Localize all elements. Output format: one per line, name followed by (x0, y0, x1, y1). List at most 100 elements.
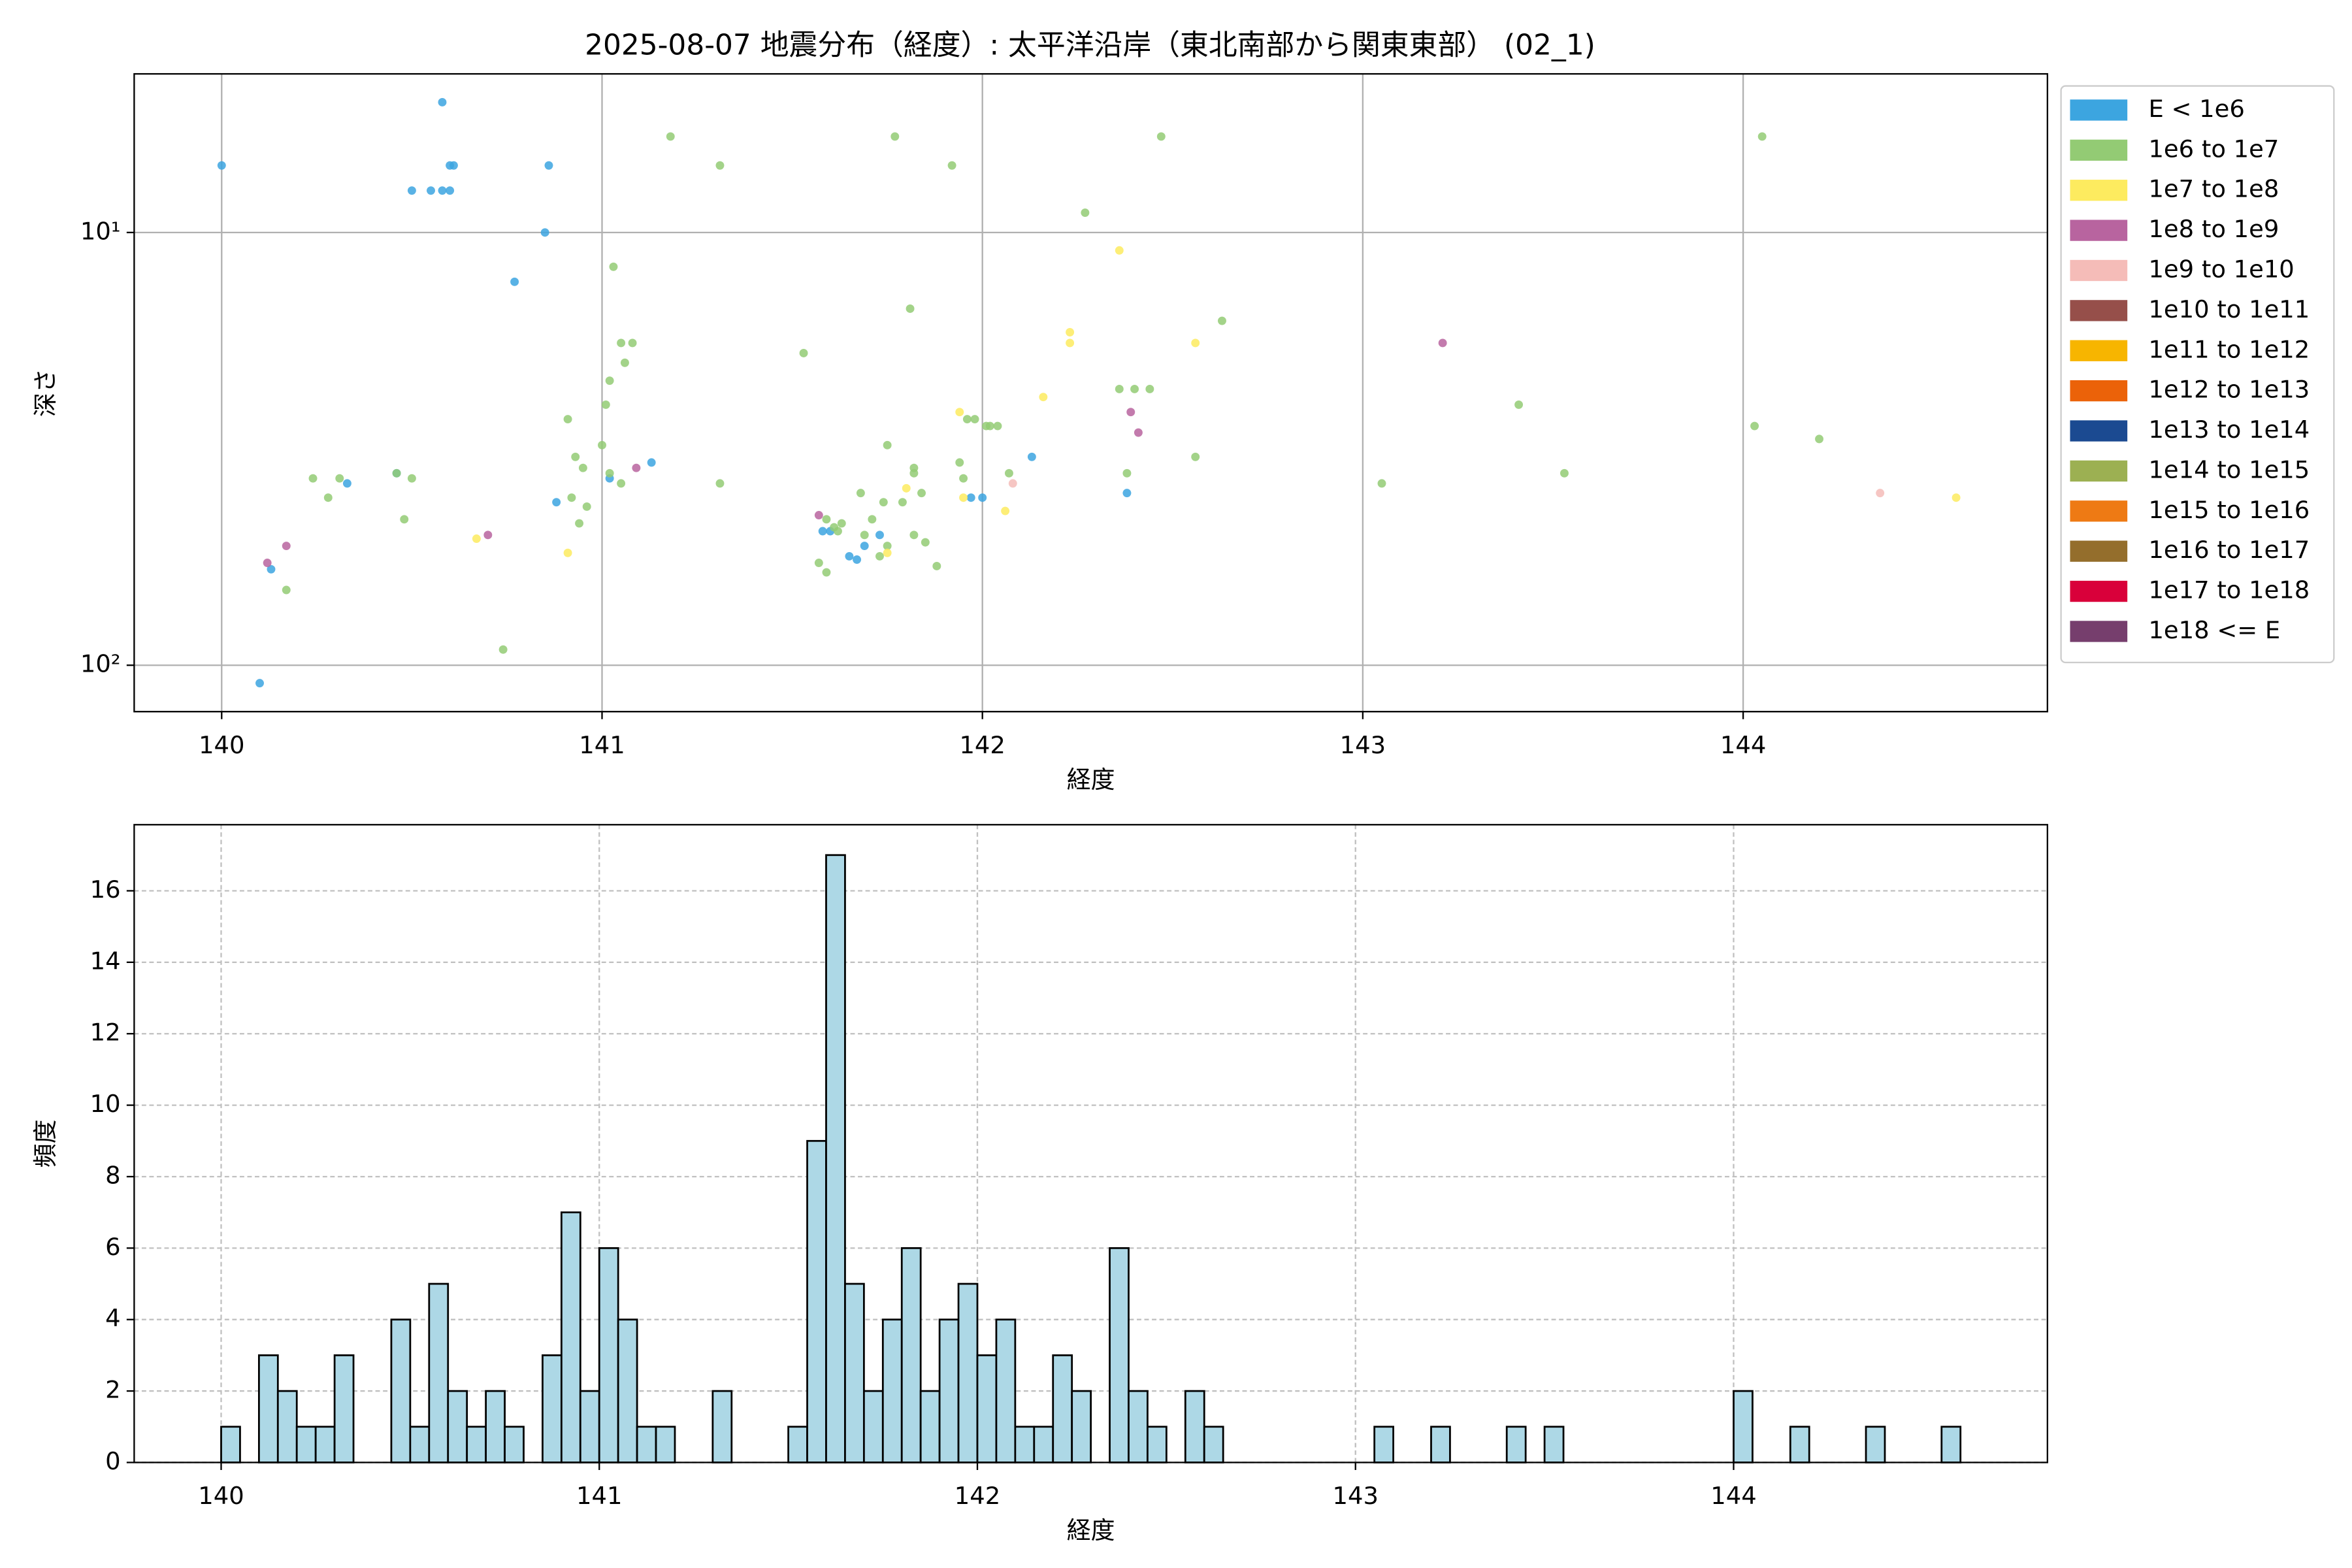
point (962, 415, 972, 424)
point (715, 161, 725, 170)
bar (995, 1318, 1017, 1463)
x-tick-label: 144 (1710, 1482, 1756, 1510)
point (978, 493, 987, 502)
point (282, 585, 291, 595)
bar (542, 1354, 563, 1463)
point (563, 415, 572, 424)
point (498, 645, 508, 654)
legend-label: 1e12 to 1e13 (2148, 376, 2310, 404)
bar (1128, 1390, 1149, 1463)
point (932, 561, 941, 570)
bar (1147, 1426, 1168, 1463)
point (598, 440, 606, 449)
point (1081, 208, 1090, 218)
point (666, 132, 675, 141)
point (955, 458, 964, 467)
point (822, 568, 831, 577)
point (647, 458, 656, 467)
point (837, 519, 846, 528)
point (814, 511, 823, 519)
legend-swatch (2070, 300, 2128, 321)
legend-box (2060, 85, 2335, 664)
plot-frame (133, 73, 2048, 713)
y-tick-label: 2 (105, 1376, 120, 1404)
point (540, 228, 549, 237)
point (1438, 338, 1447, 348)
point (1191, 452, 1200, 461)
point (1122, 489, 1132, 498)
point (1134, 428, 1143, 437)
bar (1203, 1426, 1224, 1463)
y-tick-label: 0 (105, 1447, 120, 1475)
legend-swatch (2070, 460, 2128, 482)
point (575, 519, 584, 528)
x-tick-label: 141 (576, 1482, 622, 1510)
y-tick-label: 6 (105, 1233, 120, 1261)
point (1066, 328, 1075, 336)
legend-swatch (2070, 500, 2128, 522)
bar (655, 1426, 676, 1463)
point (1027, 452, 1036, 461)
bar (862, 1390, 884, 1463)
bar (900, 1247, 922, 1463)
point (868, 515, 877, 524)
legend-label: 1e17 to 1e18 (2148, 576, 2310, 604)
bar (257, 1354, 279, 1463)
point (1191, 338, 1200, 348)
point (1115, 246, 1124, 255)
point (427, 186, 435, 195)
point (617, 338, 626, 348)
point (605, 376, 614, 385)
point (1560, 468, 1569, 478)
legend-swatch (2070, 621, 2128, 642)
point (582, 502, 591, 511)
point (578, 463, 587, 472)
point (1115, 384, 1124, 393)
bar (485, 1390, 506, 1463)
x-tick-label: 144 (1720, 731, 1766, 759)
point (449, 161, 458, 170)
point (1815, 434, 1823, 444)
bar (711, 1390, 733, 1463)
bar (976, 1354, 998, 1463)
point (438, 186, 447, 195)
point (1145, 384, 1154, 393)
chart-title: 2025-08-07 地震分布（経度）: 太平洋沿岸（東北南部から関東東部） (… (585, 29, 1595, 62)
bar (825, 854, 846, 1463)
point (985, 421, 994, 431)
point (510, 277, 519, 286)
point (883, 440, 892, 449)
point (1377, 479, 1386, 488)
bar (504, 1426, 525, 1463)
point (567, 493, 576, 502)
point (959, 474, 968, 483)
point (860, 542, 869, 551)
bar (314, 1426, 336, 1463)
point (335, 474, 344, 483)
point (898, 498, 907, 507)
point (571, 452, 580, 461)
point (1952, 493, 1961, 502)
bar (1789, 1426, 1810, 1463)
legend-swatch (2070, 380, 2128, 402)
bar (1014, 1426, 1036, 1463)
point (993, 421, 1002, 431)
bar (276, 1390, 298, 1463)
bar (787, 1426, 808, 1463)
y-tick-label: 16 (90, 875, 121, 904)
bar (617, 1318, 638, 1463)
bar (220, 1426, 241, 1463)
legend-label: 1e8 to 1e9 (2148, 215, 2279, 243)
point (822, 515, 831, 524)
x-tick-label: 140 (198, 1482, 244, 1510)
point (308, 474, 318, 483)
point (814, 559, 823, 567)
x-tick-label: 141 (579, 731, 625, 759)
point (853, 555, 862, 564)
point (563, 548, 572, 557)
bar (560, 1211, 581, 1463)
x-tick-label: 143 (1340, 731, 1386, 759)
